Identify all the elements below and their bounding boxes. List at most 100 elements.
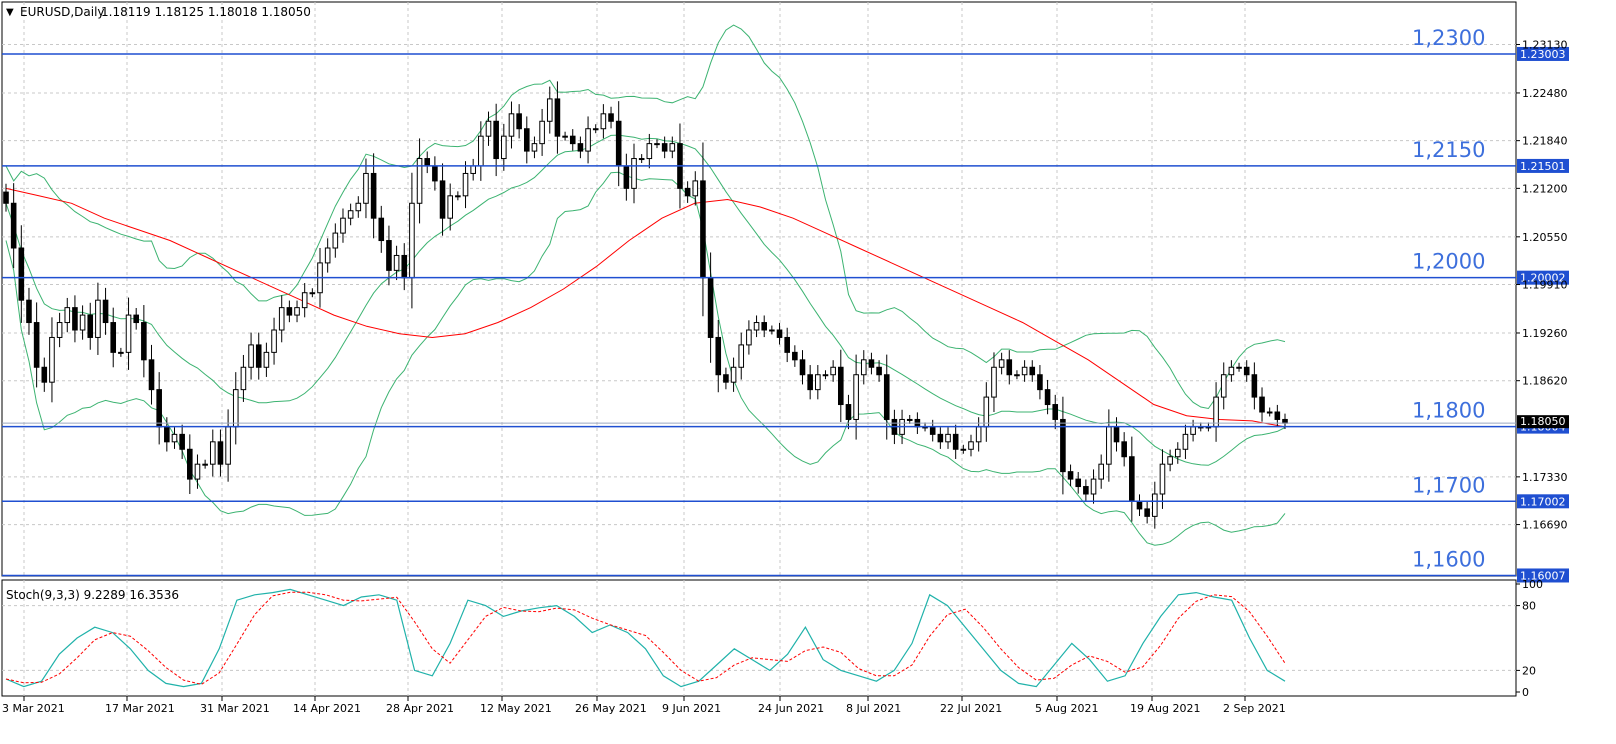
- candle[interactable]: [1083, 479, 1089, 502]
- candle[interactable]: [1044, 379, 1051, 415]
- candle[interactable]: [87, 302, 94, 350]
- candle[interactable]: [792, 345, 798, 367]
- candle[interactable]: [202, 459, 208, 469]
- candle[interactable]: [1228, 360, 1235, 382]
- candle[interactable]: [876, 360, 882, 382]
- candle[interactable]: [485, 111, 492, 146]
- candle[interactable]: [600, 104, 607, 139]
- candles-layer[interactable]: [3, 81, 1288, 529]
- candle[interactable]: [248, 332, 254, 380]
- candle[interactable]: [79, 305, 86, 340]
- candle[interactable]: [1021, 360, 1028, 382]
- candle[interactable]: [776, 322, 783, 345]
- candle[interactable]: [439, 163, 446, 236]
- candle[interactable]: [1121, 432, 1127, 467]
- candle[interactable]: [263, 342, 270, 377]
- candle[interactable]: [447, 183, 454, 231]
- candle[interactable]: [3, 183, 9, 212]
- candle[interactable]: [516, 104, 522, 139]
- candle[interactable]: [1174, 442, 1181, 464]
- candle[interactable]: [18, 225, 25, 323]
- candle[interactable]: [569, 129, 576, 151]
- candle[interactable]: [49, 317, 55, 403]
- candle[interactable]: [860, 350, 867, 385]
- candle[interactable]: [692, 171, 699, 206]
- candle[interactable]: [102, 287, 109, 335]
- candle[interactable]: [991, 352, 997, 412]
- candle[interactable]: [1006, 350, 1013, 385]
- indicator-plot-area[interactable]: [1, 579, 1517, 697]
- candle[interactable]: [585, 116, 591, 164]
- candle[interactable]: [1243, 360, 1250, 382]
- candle[interactable]: [1029, 360, 1036, 382]
- candle[interactable]: [416, 138, 423, 224]
- candle[interactable]: [363, 158, 369, 219]
- candle[interactable]: [746, 320, 752, 355]
- candle[interactable]: [723, 367, 729, 390]
- candle[interactable]: [868, 352, 875, 375]
- candle[interactable]: [1182, 424, 1189, 459]
- candle[interactable]: [332, 223, 339, 258]
- candle[interactable]: [531, 136, 538, 159]
- candle[interactable]: [822, 370, 829, 380]
- candle[interactable]: [455, 191, 461, 201]
- candle[interactable]: [309, 288, 316, 298]
- candle[interactable]: [209, 429, 216, 477]
- candle[interactable]: [769, 325, 775, 335]
- candle[interactable]: [577, 136, 584, 159]
- candle[interactable]: [493, 103, 499, 177]
- candle[interactable]: [815, 365, 821, 400]
- candle[interactable]: [1075, 472, 1082, 494]
- candle[interactable]: [562, 131, 568, 141]
- candle[interactable]: [271, 317, 277, 365]
- candle[interactable]: [1067, 464, 1074, 487]
- candle[interactable]: [1266, 407, 1273, 417]
- candle[interactable]: [148, 344, 155, 405]
- candle[interactable]: [294, 300, 300, 323]
- candle[interactable]: [669, 136, 676, 159]
- candle[interactable]: [631, 143, 637, 204]
- candle[interactable]: [72, 295, 78, 343]
- candle[interactable]: [355, 196, 362, 218]
- candle[interactable]: [340, 208, 346, 243]
- candle[interactable]: [638, 154, 645, 164]
- candle[interactable]: [784, 327, 790, 363]
- candle[interactable]: [799, 350, 806, 385]
- candle[interactable]: [1014, 370, 1020, 380]
- candle[interactable]: [1090, 469, 1097, 504]
- candle[interactable]: [554, 81, 561, 154]
- candle[interactable]: [853, 354, 859, 440]
- candle[interactable]: [937, 427, 944, 449]
- candle[interactable]: [906, 414, 913, 424]
- candle[interactable]: [1144, 501, 1150, 524]
- candle[interactable]: [654, 139, 660, 149]
- candle[interactable]: [661, 136, 668, 159]
- level-lines-layer[interactable]: 1,23001.230031,21501.215011,20001.200021…: [2, 26, 1569, 583]
- main-plot-area[interactable]: [1, 1, 1517, 577]
- candle[interactable]: [217, 429, 224, 477]
- candle[interactable]: [1220, 362, 1227, 410]
- candle[interactable]: [968, 434, 974, 457]
- candle[interactable]: [1167, 449, 1173, 472]
- candle[interactable]: [171, 427, 178, 449]
- candle[interactable]: [462, 161, 469, 209]
- candle[interactable]: [33, 302, 40, 388]
- candle[interactable]: [64, 297, 71, 333]
- candle[interactable]: [501, 123, 507, 171]
- candle[interactable]: [730, 357, 737, 392]
- candle[interactable]: [10, 183, 17, 269]
- candle[interactable]: [187, 434, 193, 494]
- candle[interactable]: [26, 287, 32, 335]
- candle[interactable]: [286, 300, 293, 323]
- candle[interactable]: [883, 354, 890, 440]
- candle[interactable]: [194, 454, 201, 489]
- candle[interactable]: [347, 203, 354, 226]
- candle[interactable]: [56, 312, 63, 348]
- candle[interactable]: [753, 315, 760, 338]
- candle[interactable]: [386, 225, 392, 286]
- candle[interactable]: [278, 295, 285, 343]
- candle[interactable]: [830, 360, 836, 382]
- candle[interactable]: [240, 354, 247, 402]
